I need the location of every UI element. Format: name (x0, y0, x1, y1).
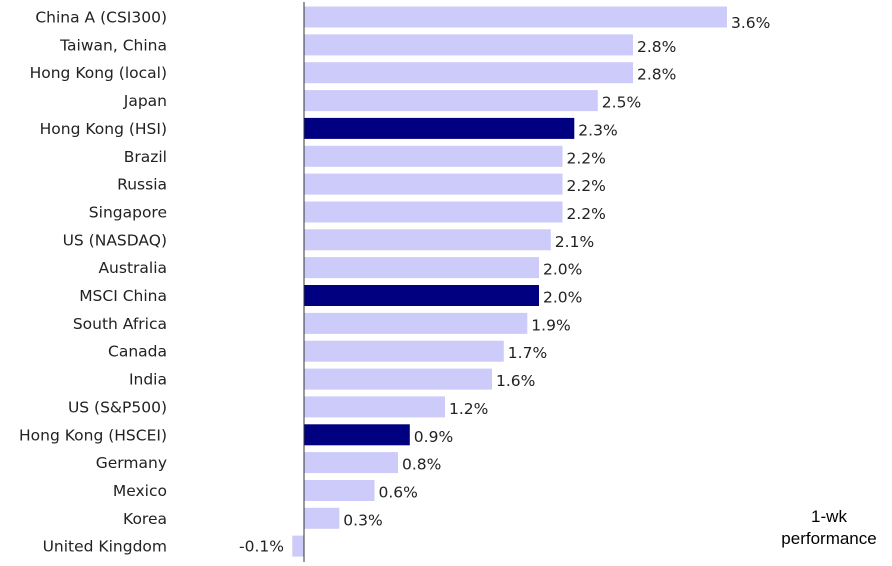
bar (304, 257, 539, 279)
value-label: 0.3% (343, 511, 382, 529)
bar (304, 424, 410, 446)
bar (304, 90, 598, 112)
category-label: Hong Kong (HSCEI) (19, 426, 167, 444)
bar (292, 535, 305, 557)
bar (304, 117, 575, 139)
category-label: South Africa (73, 315, 167, 333)
bar (304, 173, 563, 195)
category-label: Korea (123, 510, 167, 528)
bar (304, 34, 633, 56)
bar (304, 229, 551, 251)
value-label: -0.1% (239, 538, 284, 556)
value-label: 2.8% (637, 66, 676, 84)
bar (304, 368, 492, 390)
value-label: 1.6% (496, 372, 535, 390)
category-label: Taiwan, China (59, 36, 167, 54)
category-label: United Kingdom (43, 538, 167, 556)
bar (304, 145, 563, 167)
value-label: 2.2% (567, 149, 606, 167)
value-label: 1.2% (449, 400, 488, 418)
category-label: Russia (117, 176, 167, 194)
bar (304, 6, 727, 28)
bar (304, 285, 539, 306)
category-label: China A (CSI300) (35, 9, 167, 27)
value-label: 2.8% (637, 38, 676, 56)
bar (304, 396, 445, 418)
value-label: 2.0% (543, 261, 582, 279)
category-label: US (NASDAQ) (63, 231, 167, 249)
value-label: 2.0% (543, 289, 582, 307)
value-label: 2.2% (567, 177, 606, 195)
category-label: Hong Kong (HSI) (40, 120, 167, 138)
value-label: 1.7% (508, 344, 547, 362)
axis-note-line: performance (781, 529, 876, 548)
value-label: 0.8% (402, 456, 441, 474)
bar (304, 312, 528, 334)
value-label: 2.5% (602, 94, 641, 112)
category-label: Canada (108, 343, 167, 361)
category-label: MSCI China (79, 287, 167, 305)
value-label: 0.9% (414, 428, 453, 446)
category-label: Germany (96, 454, 167, 472)
bar (304, 480, 375, 501)
category-label: India (129, 371, 167, 389)
value-label: 0.6% (379, 484, 418, 502)
category-label: Brazil (124, 148, 167, 166)
value-label: 1.9% (531, 316, 570, 334)
category-label: Australia (98, 259, 167, 277)
category-label: Singapore (89, 204, 167, 222)
category-label: US (S&P500) (68, 398, 167, 416)
bar (304, 452, 398, 474)
category-label: Hong Kong (local) (30, 64, 167, 82)
bar (304, 62, 633, 84)
value-label: 2.1% (555, 233, 594, 251)
value-label: 3.6% (731, 14, 770, 32)
bar (304, 340, 504, 362)
bar (304, 201, 563, 223)
category-label: Japan (123, 92, 167, 110)
axis-note-line: 1-wk (811, 507, 847, 526)
category-label: Mexico (113, 482, 167, 500)
bar (304, 507, 340, 529)
value-label: 2.2% (567, 205, 606, 223)
value-label: 2.3% (578, 121, 617, 139)
